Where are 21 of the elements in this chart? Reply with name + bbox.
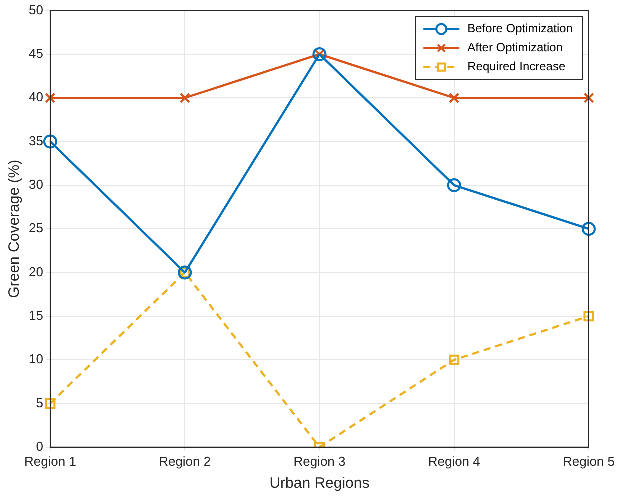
y-tick-label: 5 [36, 395, 44, 410]
legend-label: After Optimization [468, 40, 563, 55]
y-tick-label: 30 [28, 177, 44, 192]
x-tick-label: Region 3 [294, 454, 346, 469]
y-tick-label: 25 [28, 220, 44, 236]
x-tick-label: Region 5 [562, 454, 616, 469]
y-axis-title: Green Coverage (%) [6, 160, 24, 298]
y-tick-label: 50 [28, 2, 44, 18]
legend-label: Before Optimization [468, 22, 573, 36]
y-tick-label: 15 [28, 308, 44, 323]
y-tick-label: 10 [28, 352, 44, 367]
y-tick-label: 0 [36, 438, 44, 454]
x-tick-label: Region 4 [428, 454, 480, 469]
y-tick-label: 45 [28, 46, 44, 62]
y-tick-label: 35 [28, 133, 44, 148]
legend-label: Required Increase [468, 60, 566, 74]
x-tick-label: Region 1 [24, 454, 76, 469]
x-axis-title: Urban Regions [270, 475, 370, 492]
y-tick-label: 20 [28, 264, 44, 280]
x-tick-label: Region 2 [159, 454, 212, 469]
y-tick-label: 40 [28, 90, 44, 105]
